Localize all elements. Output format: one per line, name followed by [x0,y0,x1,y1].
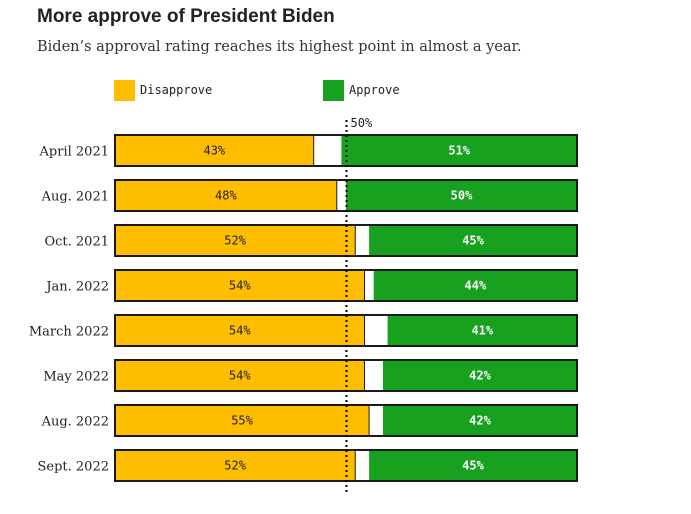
category-label: Aug. 2021 [41,190,109,205]
bar-disapprove [114,359,365,392]
data-label-disapprove: 54% [229,279,251,293]
legend-label-disapprove: Disapprove [140,83,212,97]
data-label-approve: 51% [448,144,470,158]
category-label: Sept. 2022 [38,460,110,475]
bar-approve [346,180,577,211]
chart-title: More approve of President Biden [37,6,335,27]
category-label: Jan. 2022 [44,280,109,295]
bar-approve [373,270,577,301]
bar-disapprove [114,404,370,437]
data-label-disapprove: 54% [229,369,251,383]
data-label-approve: 50% [451,189,473,203]
bar-approve [382,405,577,436]
category-label: April 2021 [39,145,109,160]
data-label-approve: 41% [471,324,493,338]
bar-row-oct-2021: Oct. 2021 52% 45% [44,224,578,257]
data-label-approve: 44% [465,279,487,293]
data-label-disapprove: 48% [215,189,237,203]
data-label-approve: 42% [469,414,491,428]
reference-line-label: 50% [351,116,373,130]
bar-approve [341,135,577,166]
data-label-disapprove: 52% [224,459,246,473]
bar-row-aug-2022: Aug. 2022 55% 42% [41,404,578,437]
legend: Disapprove Approve [114,80,400,101]
data-label-approve: 45% [462,459,484,473]
data-label-disapprove: 54% [229,324,251,338]
category-label: Oct. 2021 [44,235,109,250]
data-label-disapprove: 43% [203,144,225,158]
bar-approve [369,225,577,256]
chart-subtitle: Biden’s approval rating reaches its high… [37,39,522,55]
bar-approve [369,450,577,481]
bar-row-sept-2022: Sept. 2022 52% 45% [38,449,578,482]
bar-approve [387,315,577,346]
bar-approve [382,360,577,391]
data-label-approve: 42% [469,369,491,383]
category-label: Aug. 2022 [41,415,109,430]
category-label: May 2022 [43,370,109,385]
bar-row-march-2022: March 2022 54% 41% [29,314,578,347]
legend-swatch-approve [323,80,344,101]
bar-row-aug-2021: Aug. 2021 48% 50% [41,179,578,212]
legend-swatch-disapprove [114,80,135,101]
data-label-disapprove: 55% [231,414,253,428]
bar-row-may-2022: May 2022 54% 42% [43,359,578,392]
bars-group: April 2021 43% 51% Aug. 2021 48% 50% Oct. 2021… [29,134,578,482]
category-label: March 2022 [29,325,109,340]
legend-label-approve: Approve [349,83,400,97]
bar-row-april-2021: April 2021 43% 51% [39,134,578,167]
data-label-disapprove: 52% [224,234,246,248]
bar-row-jan-2022: Jan. 2022 54% 44% [44,269,578,302]
data-label-approve: 45% [462,234,484,248]
